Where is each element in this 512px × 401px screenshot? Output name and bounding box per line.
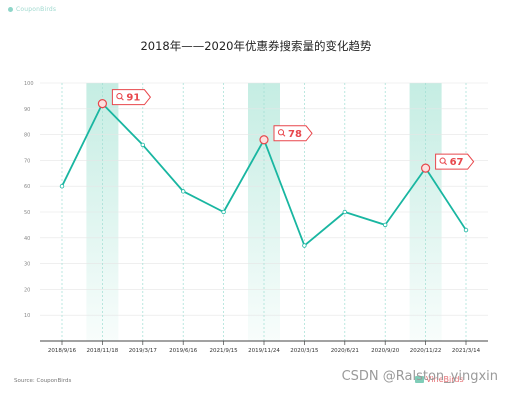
data-point (383, 222, 388, 228)
brand-logo: CouponBirds (8, 6, 56, 13)
x-tick-label: 2020/11/22 (410, 348, 442, 354)
y-tick-label: 100 (24, 81, 34, 87)
logo-dot-icon (8, 7, 13, 12)
chart-title: 2018年——2020年优惠券搜索量的变化趋势 (140, 39, 372, 53)
search-icon (116, 93, 123, 100)
data-point (59, 183, 65, 189)
highlight-point (97, 99, 108, 109)
y-tick-label: 70 (24, 158, 30, 164)
data-point (302, 243, 307, 248)
y-tick-label: 30 (24, 262, 30, 268)
data-point (180, 189, 186, 194)
y-tick-label: 90 (24, 107, 30, 113)
watermark: CSDN @Ralston_yingxin (341, 369, 498, 384)
callout-value-label: 78 (288, 129, 302, 140)
callout-tag (273, 125, 313, 142)
search-icon-handle (121, 97, 124, 101)
callout-value-label: 67 (450, 157, 464, 168)
y-tick-label: 80 (24, 133, 30, 139)
y-tick-label: 50 (24, 210, 30, 216)
x-tick-label: 2018/9/16 (48, 348, 77, 354)
x-tick-label: 2021/9/15 (209, 348, 238, 354)
y-tick-label: 60 (24, 184, 30, 190)
x-tick-label: 2020/3/15 (290, 348, 319, 354)
x-tick-label: 2018/11/18 (87, 348, 119, 354)
y-tick-label: 20 (24, 287, 30, 293)
brand-mark: VineBirds (415, 375, 464, 384)
x-tick-label: 2019/11/24 (248, 348, 280, 354)
search-icon-handle (282, 133, 286, 137)
search-icon (277, 129, 285, 136)
search-icon (439, 157, 446, 164)
x-tick-label: 2020/9/20 (371, 348, 400, 354)
data-point (221, 209, 226, 215)
data-point (342, 209, 347, 215)
data-point (463, 227, 469, 233)
highlight-point (259, 135, 269, 145)
data-point (140, 142, 145, 148)
brand-mark-icon (415, 376, 424, 383)
callout-tag (111, 89, 152, 106)
x-tick-label: 2019/6/16 (169, 348, 198, 354)
callout-value-label: 91 (126, 93, 140, 104)
y-tick-label: 40 (24, 236, 30, 242)
x-tick-label: 2020/6/21 (331, 348, 359, 354)
callout-tag (435, 153, 475, 170)
x-tick-label: 2021/3/14 (452, 348, 481, 354)
search-icon-handle (444, 162, 447, 166)
y-tick-label: 10 (24, 313, 30, 319)
highlight-point (421, 163, 431, 173)
source-note: Source: CouponBirds (14, 378, 72, 384)
x-tick-label: 2019/3/17 (129, 348, 158, 354)
logo-text: CouponBirds (16, 6, 57, 13)
